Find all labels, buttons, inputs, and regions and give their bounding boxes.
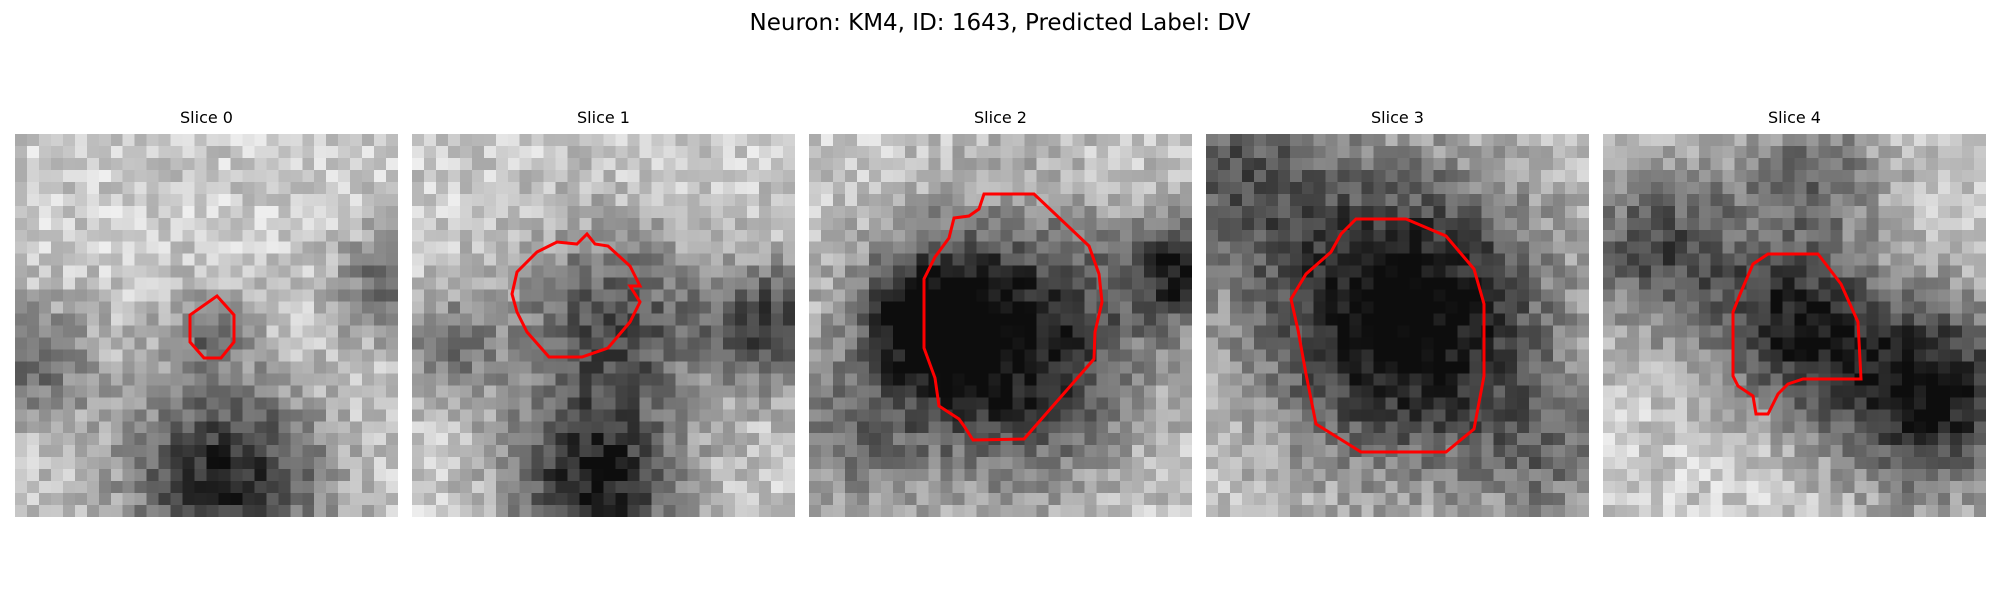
slice-panel-2: Slice 2 bbox=[809, 108, 1192, 517]
slice-title: Slice 0 bbox=[180, 108, 233, 127]
slice-panel-0: Slice 0 bbox=[15, 108, 398, 517]
slice-image bbox=[1603, 134, 1986, 517]
roi-contour-overlay bbox=[1289, 217, 1486, 454]
slice-image bbox=[15, 134, 398, 517]
grayscale-intensity-image bbox=[1603, 134, 1986, 517]
roi-contour-overlay bbox=[922, 192, 1104, 442]
figure-title: Neuron: KM4, ID: 1643, Predicted Label: … bbox=[749, 10, 1251, 36]
slice-panel-4: Slice 4 bbox=[1603, 108, 1986, 517]
roi-contour-overlay bbox=[188, 294, 236, 360]
grayscale-intensity-image bbox=[412, 134, 795, 517]
grayscale-intensity-image bbox=[15, 134, 398, 517]
roi-contour bbox=[188, 294, 236, 360]
slice-panel-1: Slice 1 bbox=[412, 108, 795, 517]
slice-title: Slice 2 bbox=[974, 108, 1027, 127]
slice-title: Slice 4 bbox=[1768, 108, 1821, 127]
slice-title: Slice 1 bbox=[577, 108, 630, 127]
roi-contour-overlay bbox=[510, 231, 643, 359]
slice-image bbox=[412, 134, 795, 517]
roi-contour bbox=[510, 231, 643, 359]
slice-panel-3: Slice 3 bbox=[1206, 108, 1589, 517]
grayscale-intensity-image bbox=[809, 134, 1192, 517]
roi-contour bbox=[1731, 252, 1863, 416]
roi-contour bbox=[922, 192, 1104, 442]
roi-contour-overlay bbox=[1731, 252, 1863, 416]
slice-title: Slice 3 bbox=[1371, 108, 1424, 127]
slice-image bbox=[809, 134, 1192, 517]
slice-image bbox=[1206, 134, 1589, 517]
roi-contour bbox=[1289, 217, 1486, 454]
